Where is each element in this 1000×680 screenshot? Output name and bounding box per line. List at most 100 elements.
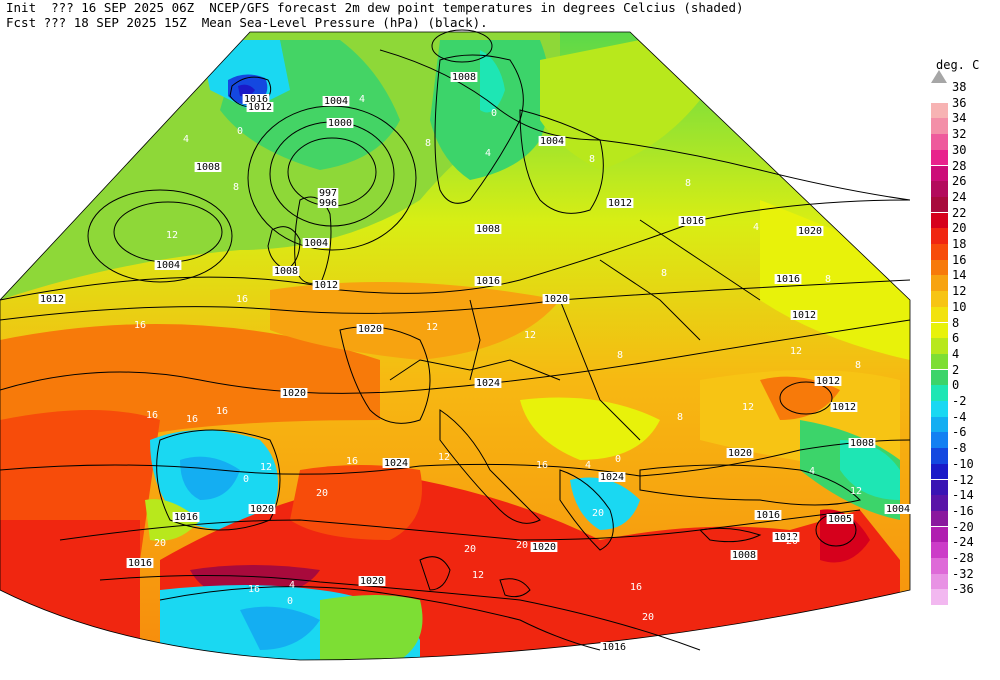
dewpoint-label: 8 <box>233 182 239 193</box>
legend-swatch <box>931 353 948 370</box>
isobar-label: 1024 <box>600 472 624 483</box>
dewpoint-label: 16 <box>216 406 228 417</box>
dewpoint-label: 20 <box>516 540 528 551</box>
legend-label: 12 <box>952 284 967 299</box>
isobar-label-bg <box>774 274 802 284</box>
isobar-label: 1020 <box>282 388 306 399</box>
legend-swatch <box>931 181 948 197</box>
isobar-label: 1020 <box>544 294 568 305</box>
isobar-label: 1020 <box>798 226 822 237</box>
legend-label: -8 <box>952 441 967 456</box>
legend-label: 6 <box>952 331 960 346</box>
isobar-label: 1024 <box>476 378 500 389</box>
init-time: Init ??? 16 SEP 2025 06Z <box>6 0 195 15</box>
dewpoint-label: 8 <box>825 274 831 285</box>
legend-label: 18 <box>952 237 967 251</box>
legend-label: 0 <box>952 378 960 393</box>
legend-swatch <box>931 573 948 590</box>
isobar-label: 1024 <box>384 458 408 469</box>
isobar-label: 1012 <box>816 376 840 387</box>
legend-label: -28 <box>952 551 974 565</box>
isobar-label-bg <box>754 510 782 520</box>
dewpoint-label: 16 <box>186 414 198 425</box>
isobar-label-bg <box>796 226 824 236</box>
legend-swatch <box>931 432 948 448</box>
legend-swatch <box>931 228 948 244</box>
isobar-label: 1012 <box>40 294 64 305</box>
isobar-label: 1016 <box>476 276 500 287</box>
isobar-label-bg <box>678 216 706 226</box>
legend-swatch <box>931 479 948 496</box>
dewpoint-label: 4 <box>183 134 189 145</box>
dewpoint-label: 4 <box>485 148 491 159</box>
isobar-label: 1005 <box>828 514 852 525</box>
dewpoint-label: 20 <box>642 612 654 623</box>
legend-label: -6 <box>952 425 967 440</box>
map-boundary <box>0 31 911 661</box>
dewpoint-label: 4 <box>289 580 295 591</box>
isobar-label-bg <box>726 448 754 458</box>
isobar-label-bg <box>730 550 758 560</box>
dewpoint-label: 16 <box>134 320 146 331</box>
dewpoint-label: 12 <box>426 322 438 333</box>
legend-label: 28 <box>952 158 967 173</box>
legend-label: -10 <box>952 456 974 471</box>
legend-swatch <box>931 134 948 150</box>
isobar-label-bg <box>538 136 566 146</box>
dewpoint-label: 12 <box>166 230 178 241</box>
isobar-label-bg <box>814 376 842 386</box>
isobar-label: 1000 <box>328 118 352 129</box>
product-title: NCEP/GFS forecast 2m dew point temperatu… <box>209 0 744 15</box>
isobar-label: 1008 <box>476 224 500 235</box>
isobar-label: 1008 <box>196 162 220 173</box>
isobar-label-bg <box>126 558 154 568</box>
isobar-label: 1012 <box>792 310 816 321</box>
dewpoint-label: 16 <box>248 584 260 595</box>
isobar-label-bg <box>312 280 340 290</box>
legend-swatch <box>931 542 948 558</box>
isobar-label-bg <box>826 514 854 524</box>
legend-label: 2 <box>952 362 960 377</box>
dewpoint-label: 16 <box>236 294 248 305</box>
isobar-label-bg <box>358 576 386 586</box>
isobar-label: 1012 <box>774 532 798 543</box>
legend-label: -24 <box>952 535 974 550</box>
dewpoint-label: 4 <box>359 94 365 105</box>
isobar-label-bg <box>382 458 410 468</box>
dewpoint-label: 0 <box>237 126 243 137</box>
legend-swatch <box>931 558 948 574</box>
legend-swatch <box>931 526 948 543</box>
isobar-label: 1012 <box>608 198 632 209</box>
isobar-label: 1004 <box>324 96 348 107</box>
legend-swatch <box>931 495 948 511</box>
dewpoint-label: 8 <box>589 154 595 165</box>
isobar-label-bg <box>450 72 478 82</box>
isobar-label: 1004 <box>156 260 180 271</box>
legend-label: 38 <box>952 80 967 94</box>
legend-label: 32 <box>952 127 967 142</box>
dewpoint-label: 0 <box>615 454 621 465</box>
dewpoint-label: 20 <box>592 508 604 519</box>
legend-swatch <box>931 416 948 433</box>
isobar-label: 1016 <box>776 274 800 285</box>
isobar-label-bg <box>600 642 628 652</box>
legend-label: -14 <box>952 488 974 503</box>
isobar-label-bg <box>356 324 384 334</box>
legend-label: 22 <box>952 205 967 220</box>
legend-unit: deg. C <box>936 58 980 72</box>
isobar-label: 1012 <box>314 280 338 291</box>
legend-swatch <box>931 196 948 213</box>
legend-swatch <box>931 102 948 119</box>
dewpoint-label: 0 <box>243 474 249 485</box>
dewpoint-label: 0 <box>287 596 293 607</box>
legend-swatch <box>931 448 948 464</box>
dewpoint-label: 16 <box>630 582 642 593</box>
shaded-field <box>0 32 910 660</box>
dewpoint-label: 8 <box>677 412 683 423</box>
legend-swatch <box>931 165 948 182</box>
isobar-label-bg <box>242 94 270 104</box>
dewpoint-label: 16 <box>536 460 548 471</box>
legend-swatch <box>931 322 948 339</box>
legend-label: 26 <box>952 174 967 189</box>
legend-label: -32 <box>952 566 974 581</box>
